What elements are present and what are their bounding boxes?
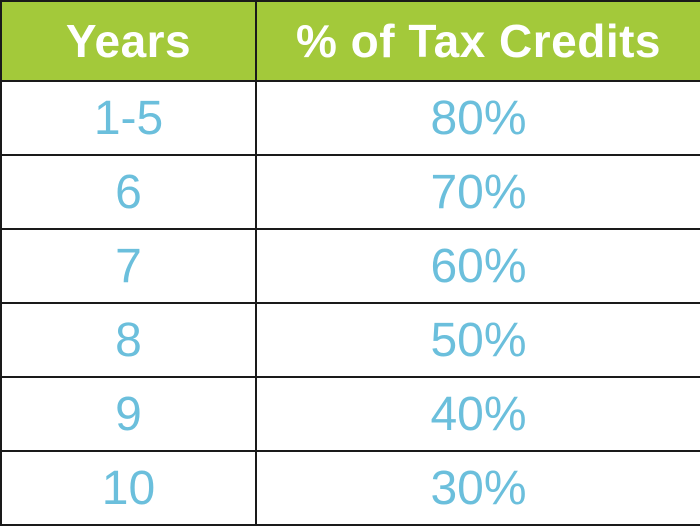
table-row: 1-5 80% <box>0 80 700 156</box>
cell-years: 7 <box>0 228 257 304</box>
cell-tax-credit-percent: 30% <box>255 450 700 526</box>
column-header-years: Years <box>0 0 257 82</box>
cell-tax-credit-percent: 80% <box>255 80 700 156</box>
table-row: 9 40% <box>0 376 700 452</box>
cell-tax-credit-percent: 40% <box>255 376 700 452</box>
table-row: 7 60% <box>0 228 700 304</box>
cell-tax-credit-percent: 50% <box>255 302 700 378</box>
column-header-tax-credits: % of Tax Credits <box>255 0 700 82</box>
cell-tax-credit-percent: 70% <box>255 154 700 230</box>
table-row: 10 30% <box>0 450 700 526</box>
cell-years: 1-5 <box>0 80 257 156</box>
header-row: Years % of Tax Credits <box>0 0 700 82</box>
cell-tax-credit-percent: 60% <box>255 228 700 304</box>
cell-years: 10 <box>0 450 257 526</box>
cell-years: 9 <box>0 376 257 452</box>
cell-years: 6 <box>0 154 257 230</box>
table-row: 8 50% <box>0 302 700 378</box>
cell-years: 8 <box>0 302 257 378</box>
table-row: 6 70% <box>0 154 700 230</box>
